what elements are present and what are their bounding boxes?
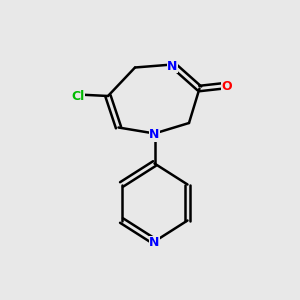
Text: O: O [221, 80, 232, 94]
Text: Cl: Cl [71, 89, 85, 103]
Text: N: N [167, 59, 178, 73]
Text: N: N [149, 236, 160, 250]
Text: N: N [149, 128, 160, 142]
